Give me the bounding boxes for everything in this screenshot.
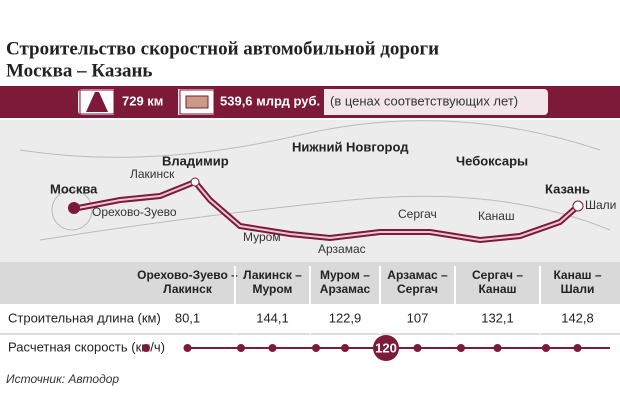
- column-header: Орехово-Зуево –: [137, 268, 238, 282]
- column-header: Арзамас –: [387, 268, 448, 282]
- column-header: Муром: [253, 282, 293, 296]
- speed-dot: [413, 344, 422, 352]
- speed-dot: [142, 344, 150, 352]
- city-dot: [190, 177, 200, 187]
- row-label: Расчетная скорость (км/ч): [8, 339, 165, 354]
- speed-dot: [183, 344, 192, 352]
- source: Источник: Автодор: [6, 372, 119, 386]
- stat-bg: [214, 89, 324, 115]
- city-label: Чебоксары: [456, 153, 528, 168]
- city-label: Сергач: [398, 207, 437, 221]
- column-header: Муром –: [320, 268, 370, 282]
- column-header: Лакинск –: [243, 268, 302, 282]
- cell-value: 107: [407, 310, 429, 325]
- stat-note: (в ценах соответствующих лет): [330, 93, 518, 108]
- city-label: Шали: [585, 198, 616, 212]
- title-line: Москва – Казань: [6, 60, 152, 81]
- speed-dot: [542, 344, 550, 352]
- speed-dot: [457, 344, 465, 352]
- column-header: Сергач: [397, 282, 438, 296]
- column-header: Канаш: [478, 282, 516, 296]
- city-label: Лакинск: [130, 167, 175, 181]
- speed-dot: [237, 344, 245, 352]
- stat-cost: 539,6 млрд руб.: [220, 93, 320, 108]
- cell-value: 142,8: [561, 310, 594, 325]
- moscow-ring: [51, 189, 93, 231]
- money-icon-shape: [185, 95, 209, 109]
- column-header: Канаш –: [553, 268, 601, 282]
- speed-dot: [312, 344, 320, 352]
- speed-value: 120: [375, 340, 397, 355]
- city-label: Москва: [50, 181, 98, 196]
- city-dot: [572, 200, 584, 212]
- city-label: Арзамас: [318, 242, 366, 256]
- column-header: Арзамас: [320, 282, 371, 296]
- speed-dot: [268, 344, 277, 352]
- city-label: Муром: [243, 230, 281, 244]
- river: [19, 120, 611, 241]
- city-label: Канаш: [478, 209, 515, 223]
- stat-length: 729 км: [122, 93, 163, 108]
- column-header: Шали: [561, 282, 595, 296]
- route-inner: [77, 180, 579, 242]
- cell-value: 132,1: [481, 310, 514, 325]
- road-icon-shape: [86, 92, 108, 112]
- title-line: Строительство скоростной автомобильной д…: [6, 38, 439, 59]
- speed-dot: [341, 344, 349, 352]
- stat-bg: [114, 89, 178, 115]
- column-header: Сергач –: [472, 268, 523, 282]
- speed-dot: [493, 344, 502, 352]
- speed-badge: [373, 335, 399, 361]
- city-label: Казань: [545, 181, 590, 196]
- column-header: Лакинск: [163, 282, 213, 296]
- cell-value: 122,9: [329, 310, 362, 325]
- city-label: Орехово-Зуево: [92, 205, 177, 219]
- city-dot: [68, 202, 80, 214]
- speed-dot: [573, 344, 582, 352]
- city-label: Нижний Новгород: [292, 139, 409, 154]
- cell-value: 80,1: [175, 310, 200, 325]
- cell-value: 144,1: [256, 310, 289, 325]
- city-label: Владимир: [162, 153, 229, 168]
- row-label: Строительная длина (км): [8, 310, 161, 325]
